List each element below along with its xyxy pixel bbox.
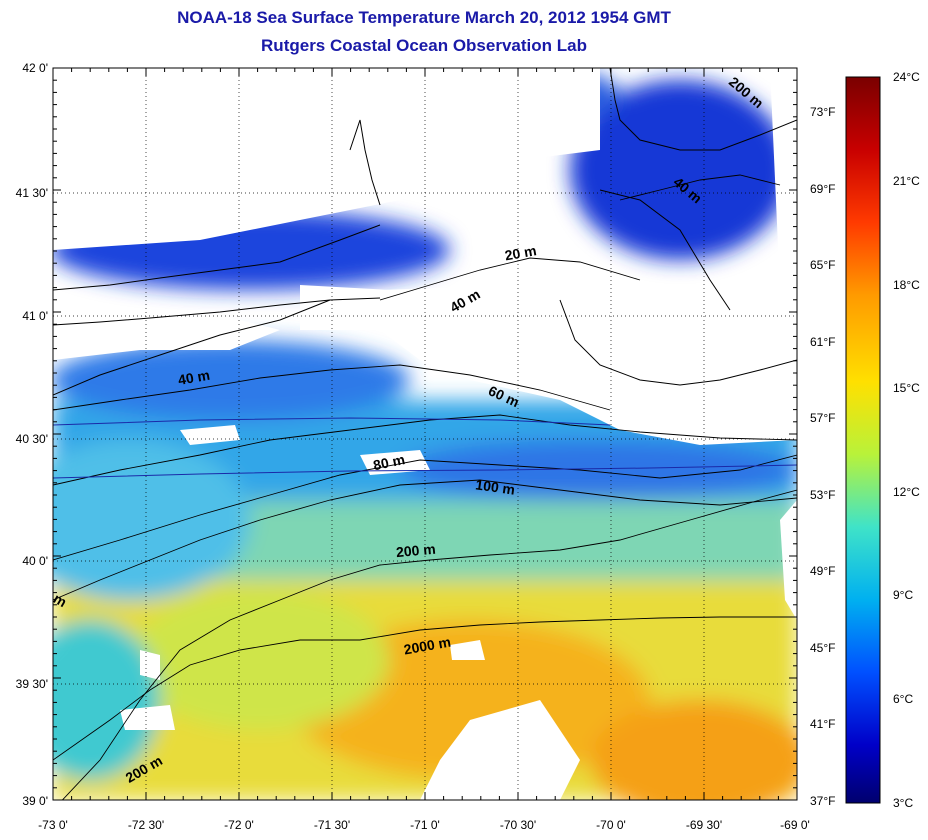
fahrenheit-tick-label: 57°F — [810, 411, 836, 425]
contour-label: 200 m — [395, 541, 436, 560]
lon-tick-label: -72 0' — [224, 818, 254, 832]
fahrenheit-tick-label: 61°F — [810, 335, 836, 349]
map-subtitle: Rutgers Coastal Ocean Observation Lab — [261, 36, 587, 55]
colorbar-tick-label: 15°C — [893, 381, 920, 395]
fahrenheit-tick-label: 45°F — [810, 641, 836, 655]
lat-tick-label: 39 0' — [22, 794, 48, 808]
lat-tick-label: 42 0' — [22, 61, 48, 75]
contour-label: 80 m — [372, 451, 407, 473]
fahrenheit-tick-label: 69°F — [810, 182, 836, 196]
fahrenheit-tick-label: 53°F — [810, 488, 836, 502]
map-title: NOAA-18 Sea Surface Temperature March 20… — [177, 8, 671, 27]
colorbar-tick-label: 9°C — [893, 588, 914, 602]
lon-tick-label: -69 0' — [780, 818, 810, 832]
colorbar-tick-label: 12°C — [893, 485, 920, 499]
lon-tick-label: -71 0' — [410, 818, 440, 832]
lat-tick-label: 40 30' — [15, 432, 48, 446]
colorbar-tick-label: 3°C — [893, 796, 914, 810]
fahrenheit-tick-label: 41°F — [810, 717, 836, 731]
lat-tick-label: 39 30' — [15, 677, 48, 691]
lat-tick-label: 41 0' — [22, 309, 48, 323]
lon-tick-label: -71 30' — [313, 818, 351, 832]
lat-tick-label: 41 30' — [15, 186, 48, 200]
frame-ticks — [52, 67, 798, 801]
contour-label: 20 m — [503, 242, 537, 263]
fahrenheit-tick-label: 49°F — [810, 564, 836, 578]
sst-field: 200 m 40 m 20 m 40 m 40 m 60 m 80 m 100 … — [53, 68, 797, 800]
lon-tick-label: -73 0' — [38, 818, 68, 832]
lat-tick-label: 40 0' — [22, 554, 48, 568]
colorbar-tick-label: 24°C — [893, 70, 920, 84]
lon-tick-label: -70 30' — [499, 818, 537, 832]
fahrenheit-tick-label: 73°F — [810, 105, 836, 119]
lon-tick-label: -70 0' — [596, 818, 626, 832]
lon-tick-label: -69 30' — [685, 818, 723, 832]
fahrenheit-tick-label: 37°F — [810, 794, 836, 808]
contour-label: 40 m — [177, 367, 211, 388]
lon-tick-label: -72 30' — [127, 818, 165, 832]
graticule — [53, 68, 797, 800]
contour-label: 100 m — [474, 476, 516, 497]
colorbar — [845, 76, 881, 804]
fahrenheit-tick-label: 65°F — [810, 258, 836, 272]
colorbar-tick-label: 21°C — [893, 174, 920, 188]
colorbar-tick-label: 18°C — [893, 278, 920, 292]
colorbar-tick-label: 6°C — [893, 692, 914, 706]
